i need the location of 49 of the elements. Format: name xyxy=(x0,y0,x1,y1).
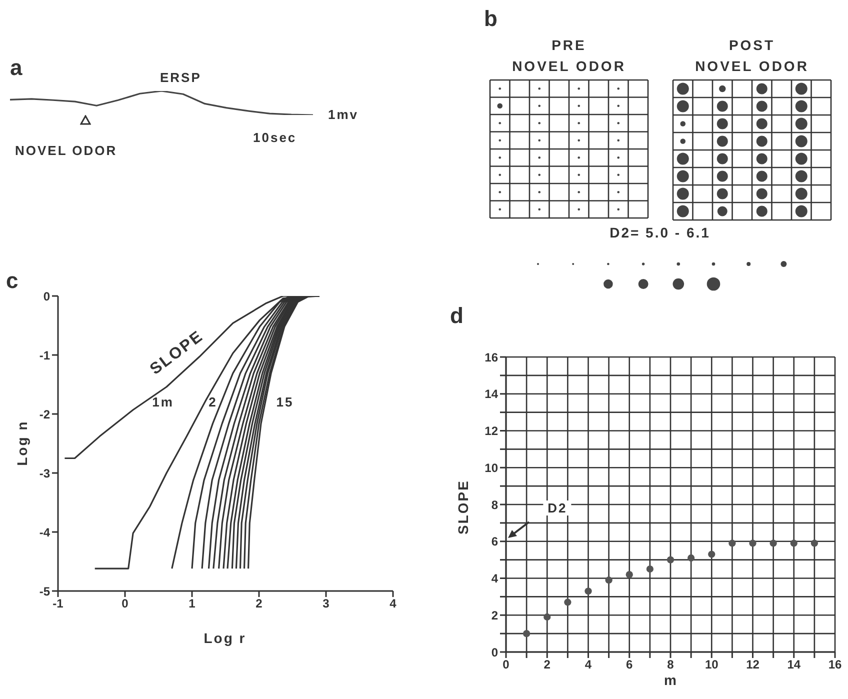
text: POST NOVEL ODOR xyxy=(695,36,809,76)
y-tick-label: 0 xyxy=(43,289,50,304)
y-tick-label: 2 xyxy=(491,608,498,622)
text: d xyxy=(450,303,465,328)
y-tick-label: 6 xyxy=(491,534,498,549)
y-tick-label: 12 xyxy=(484,424,498,438)
text: NOVEL ODOR xyxy=(15,142,118,160)
x-tick-label: 0 xyxy=(502,658,510,672)
y-tick-label: -2 xyxy=(39,407,50,422)
text: c xyxy=(6,268,20,293)
x-tick-label: 6 xyxy=(626,658,634,672)
y-tick-label: 14 xyxy=(484,387,498,402)
x-tick-label: 16 xyxy=(828,658,842,672)
x-axis-title: m xyxy=(664,672,678,688)
x-tick-label: -1 xyxy=(52,596,64,611)
annotation: 2 xyxy=(208,394,218,412)
x-tick-label: 4 xyxy=(584,658,592,672)
text: ERSP xyxy=(160,69,202,87)
x-tick-label: 14 xyxy=(787,658,801,672)
x-tick-label: 2 xyxy=(256,596,263,611)
y-tick-label: -1 xyxy=(39,348,50,362)
y-tick-label: -3 xyxy=(39,466,50,480)
x-tick-label: 1 xyxy=(188,596,196,611)
text: 10sec xyxy=(253,129,297,147)
text: PRE NOVEL ODOR xyxy=(512,36,626,76)
x-tick-label: 10 xyxy=(704,658,719,672)
x-tick-label: 12 xyxy=(746,658,760,672)
annotation: 1m xyxy=(152,394,174,412)
x-tick-label: 8 xyxy=(667,658,674,672)
y-axis-title: SLOPE xyxy=(455,480,471,534)
annotation: 15 xyxy=(276,394,294,412)
x-tick-label: 0 xyxy=(122,596,129,611)
y-tick-label: 4 xyxy=(491,572,498,586)
x-tick-label: 2 xyxy=(544,658,551,672)
annotation: D2 xyxy=(544,500,572,516)
y-tick-label: 8 xyxy=(491,498,498,512)
y-tick-label: 16 xyxy=(484,350,498,364)
y-tick-label: -4 xyxy=(39,525,50,540)
y-tick-label: 0 xyxy=(491,645,498,660)
y-tick-label: -5 xyxy=(39,584,50,598)
text: b xyxy=(484,6,499,31)
y-tick-label: 10 xyxy=(484,460,498,475)
text: 1mv xyxy=(328,106,359,124)
x-tick-label: 3 xyxy=(322,596,330,611)
text: a xyxy=(10,55,24,80)
text: D2= 5.0 - 6.1 xyxy=(610,224,710,242)
x-axis-title: Log r xyxy=(204,630,246,646)
x-tick-label: 4 xyxy=(390,596,397,611)
y-axis-title: Log n xyxy=(14,420,30,466)
